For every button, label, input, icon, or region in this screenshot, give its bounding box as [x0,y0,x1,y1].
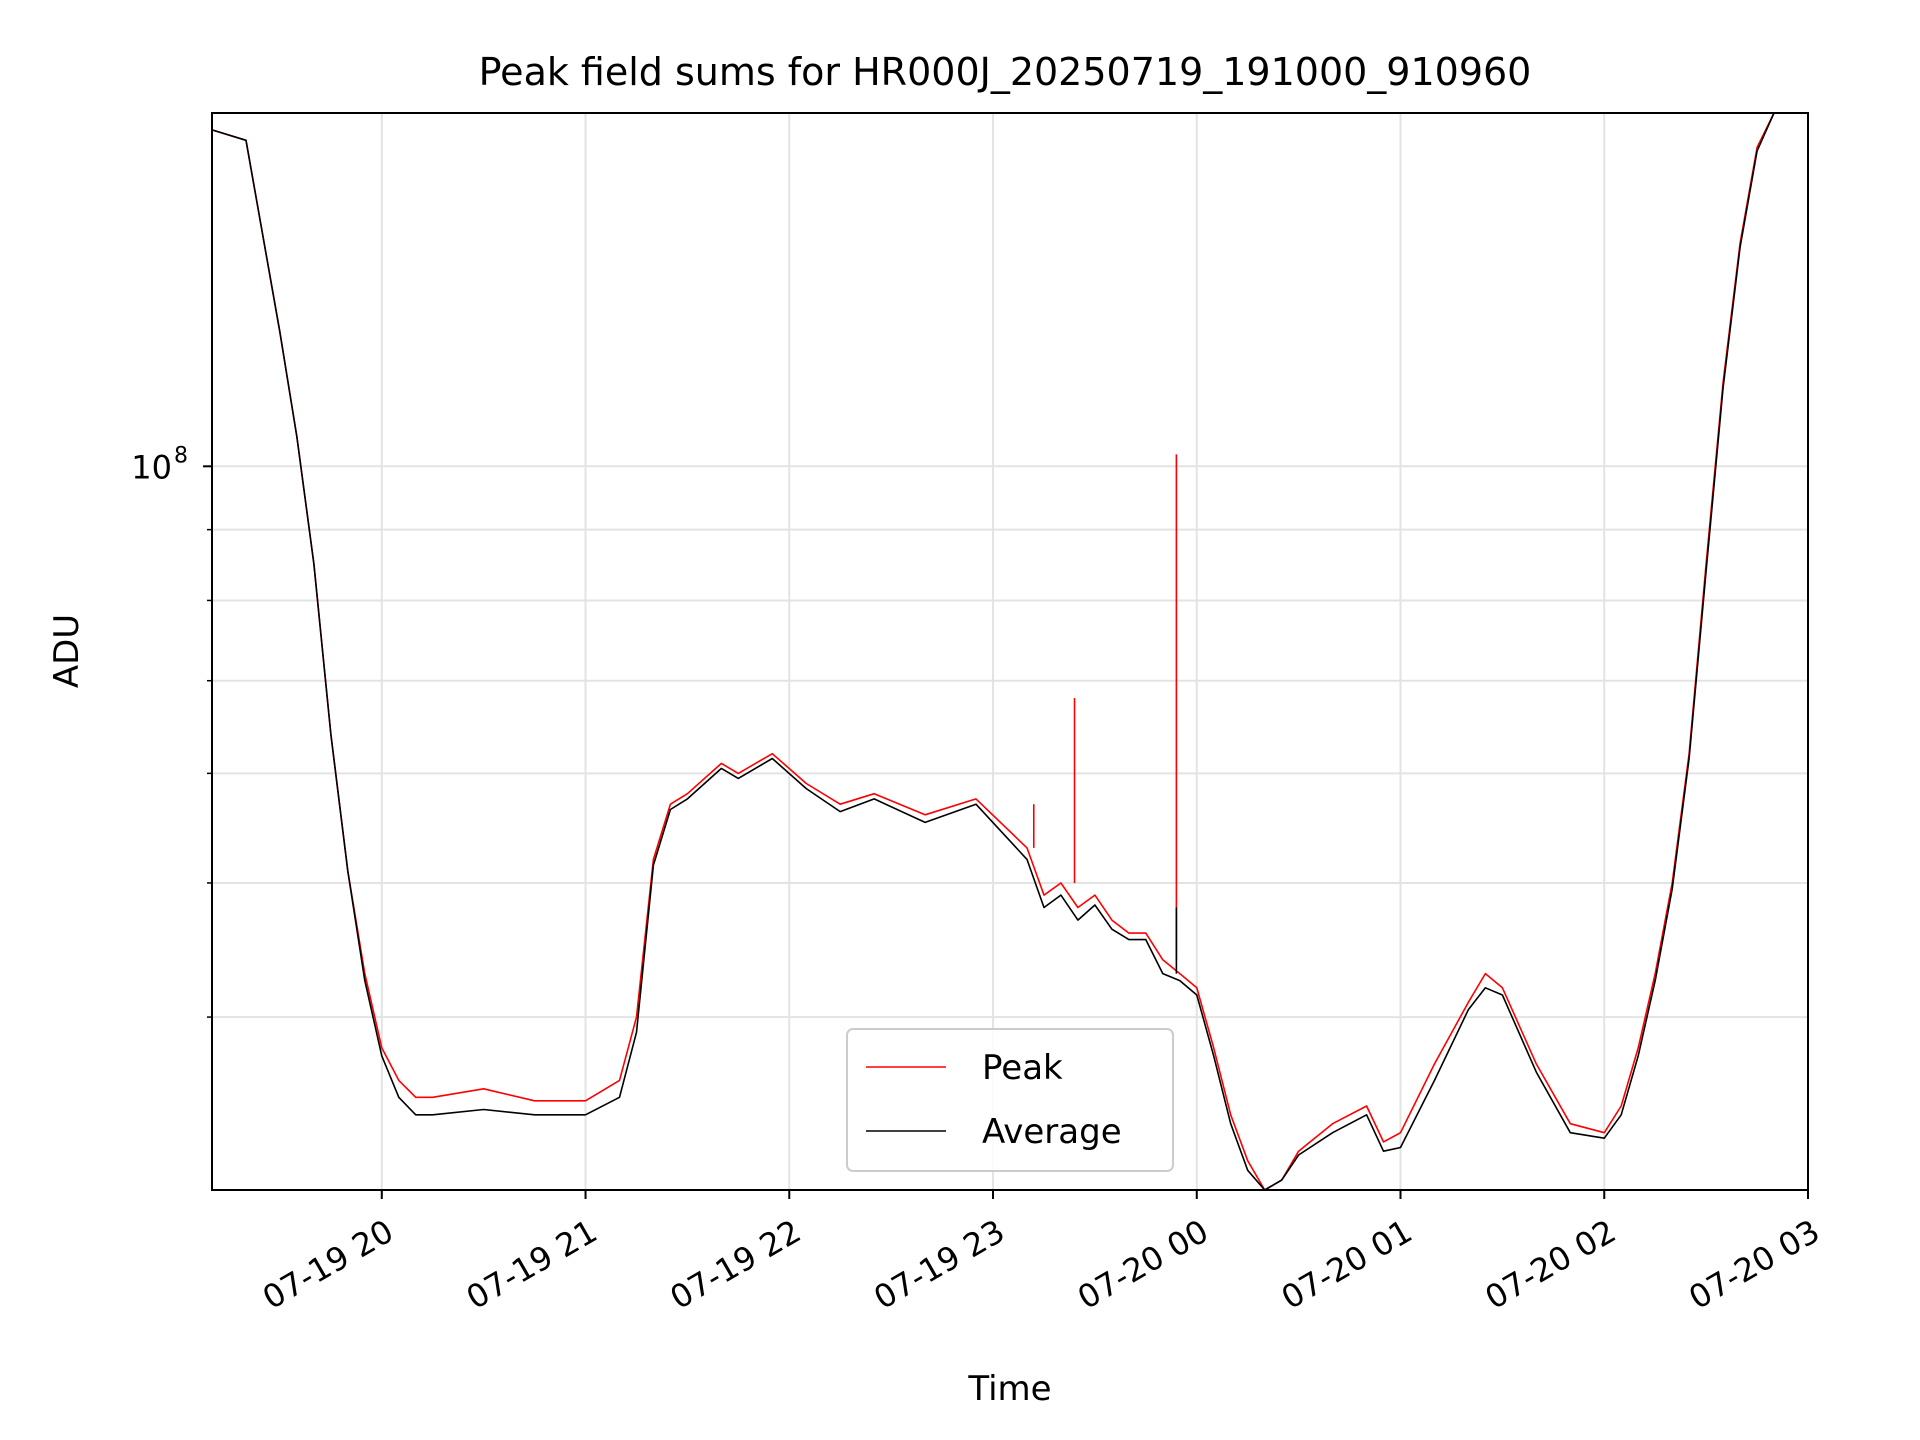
series-line-average [211,112,1775,1191]
y-axis-label: ADU [47,614,87,688]
series-line-peak [211,112,1775,1191]
grid-lines [212,113,1808,1190]
x-axis-label: Time [967,1369,1051,1409]
legend-average-label: Average [982,1112,1122,1152]
legend-peak-label: Peak [982,1048,1063,1088]
legend-box [846,1028,1174,1172]
chart-title: Peak field sums for HR000J_20250719_1910… [479,50,1532,94]
series-lines [211,112,1775,1191]
y-tick-label-exponent: 8 [174,443,188,468]
plot-frame [211,112,1809,1191]
y-tick-label: 10 [131,448,172,486]
legend: Peak Average [846,1028,1174,1172]
